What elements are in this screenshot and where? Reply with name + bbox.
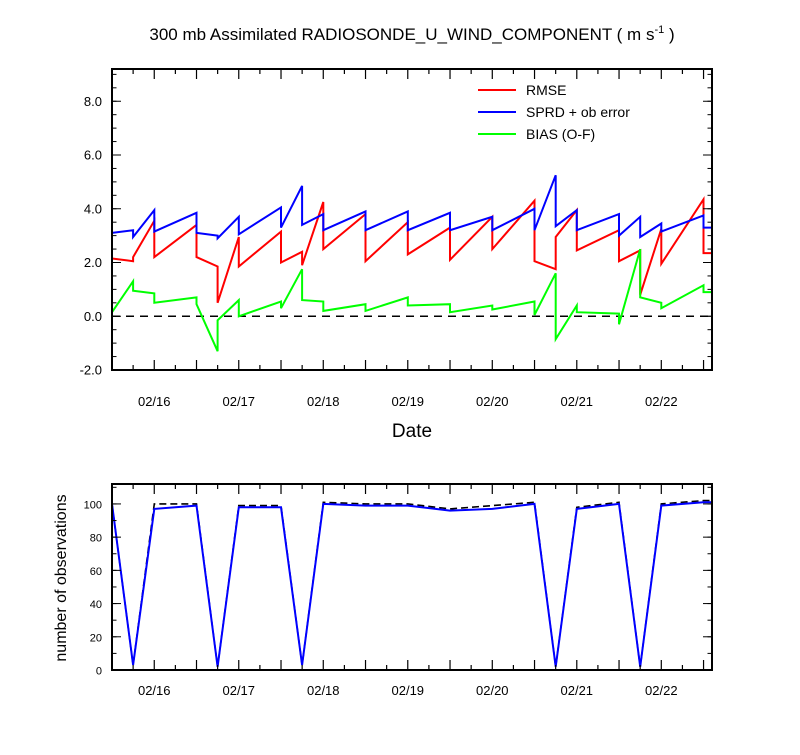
bottom-series-group — [111, 499, 712, 667]
legend-label-sprd: SPRD + ob error — [526, 104, 630, 120]
chart-title-end: ) — [664, 25, 674, 44]
bottom-x-tick-label: 02/16 — [138, 683, 171, 698]
legend-label-bias: BIAS (O-F) — [526, 126, 595, 142]
bottom-x-tick-label: 02/19 — [392, 683, 425, 698]
top-series-line-sprd-ob-error — [111, 174, 712, 241]
top-x-tick-label: 02/22 — [645, 394, 678, 409]
top-legend: RMSE SPRD + ob error BIAS (O-F) — [478, 82, 630, 142]
top-x-tick-label: 02/21 — [561, 394, 594, 409]
bottom-y-tick-label: 100 — [84, 499, 102, 511]
bottom-axes-group: 0 20 40 60 80 100 02/16 02/17 02/18 02/19 02/20 02/… — [84, 483, 713, 698]
chart-title-text: 300 mb Assimilated RADIOSONDE_U_WIND_COM… — [149, 25, 654, 44]
top-y-tick-label: 8.0 — [84, 94, 102, 109]
bottom-x-tick-label: 02/22 — [645, 683, 678, 698]
bottom-x-tick-label: 02/20 — [476, 683, 509, 698]
bottom-y-tick-label: 0 — [96, 666, 102, 678]
bottom-x-tick-label: 02/21 — [561, 683, 594, 698]
top-x-tick-label: 02/17 — [222, 394, 255, 409]
bottom-y-tick-label: 80 — [90, 533, 102, 545]
top-y-tick-label: 0.0 — [84, 309, 102, 324]
top-series-line-rmse — [111, 195, 712, 304]
top-x-axis-label: Date — [392, 421, 432, 442]
top-series-group — [111, 174, 712, 352]
bottom-plot-border — [111, 483, 713, 671]
bottom-y-tick-label: 60 — [90, 566, 102, 578]
top-y-tick-label: 6.0 — [84, 148, 102, 163]
top-x-tick-label: 02/16 — [138, 394, 171, 409]
bottom-series-line-used — [111, 501, 712, 667]
chart-title: 300 mb Assimilated RADIOSONDE_U_WIND_COM… — [149, 24, 674, 44]
top-axes-group: -2.0 0.0 2.0 4.0 6.0 8.0 02/16 02/17 02/18 02/19 0… — [80, 68, 713, 409]
top-series-line-bias-o-f — [111, 248, 712, 352]
chart-title-superscript: -1 — [654, 24, 664, 36]
bottom-y-tick-label: 40 — [90, 599, 102, 611]
top-y-tick-label: -2.0 — [80, 363, 102, 378]
top-y-tick-label: 4.0 — [84, 201, 102, 216]
top-x-tick-label: 02/20 — [476, 394, 509, 409]
legend-label-rmse: RMSE — [526, 82, 566, 98]
top-y-tick-label: 2.0 — [84, 255, 102, 270]
bottom-x-tick-label: 02/17 — [222, 683, 255, 698]
bottom-y-tick-label: 20 — [90, 632, 102, 644]
top-x-tick-label: 02/18 — [307, 394, 340, 409]
top-plot-border — [111, 68, 713, 371]
bottom-y-axis-label: number of observations — [53, 494, 70, 661]
bottom-x-tick-label: 02/18 — [307, 683, 340, 698]
top-x-tick-label: 02/19 — [392, 394, 425, 409]
